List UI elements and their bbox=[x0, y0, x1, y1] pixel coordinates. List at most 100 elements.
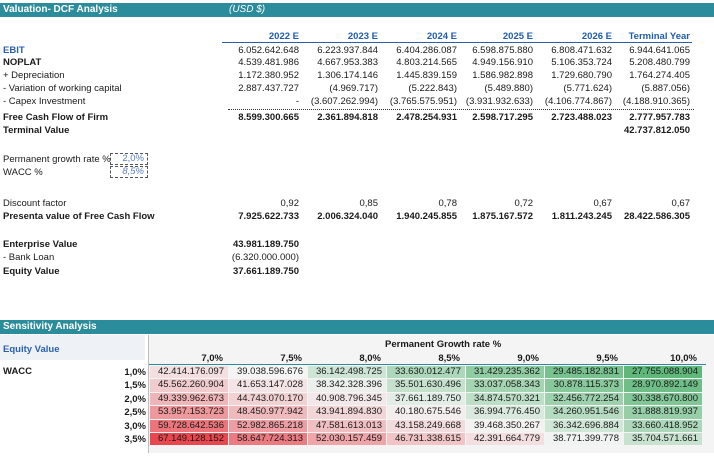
wacc-rate-label: 1,5% bbox=[124, 380, 146, 392]
wacc-rate-label: 3,5% bbox=[124, 434, 146, 445]
row-value: 2.777.957.783 bbox=[629, 112, 690, 123]
row-label: NOPLAT bbox=[3, 57, 42, 68]
row-value: (5.771.624) bbox=[563, 83, 612, 94]
sensitivity-cell: 39.038.596.676 bbox=[229, 366, 307, 379]
row-value: 1.729.680.790 bbox=[551, 70, 612, 81]
sensitivity-cell: 28.970.892.149 bbox=[624, 379, 702, 392]
discount-value: 0,72 bbox=[514, 198, 534, 209]
row-value: 1.586.982.898 bbox=[472, 70, 533, 81]
sensitivity-cell: 30.878.115.373 bbox=[545, 379, 623, 392]
sensitivity-corner-label: Equity Value bbox=[3, 344, 60, 355]
sensitivity-cell: 30.338.670.800 bbox=[624, 392, 702, 406]
sensitivity-cell: 58.647.724.313 bbox=[229, 433, 307, 446]
sensitivity-cell: 36.994.776.450 bbox=[466, 406, 544, 419]
sensitivity-cell: 52.982.865.218 bbox=[229, 419, 307, 432]
equity-value: 37.661.189.750 bbox=[232, 266, 299, 277]
sensitivity-corner-bg bbox=[0, 335, 145, 360]
discount-value: 0,92 bbox=[280, 198, 300, 209]
row-value: 5.208.480.799 bbox=[629, 57, 690, 68]
sensitivity-cell: 35.704.571.661 bbox=[624, 433, 702, 446]
sensitivity-title-bar: Sensitivity Analysis bbox=[0, 320, 714, 334]
row-value: 2.478.254.931 bbox=[396, 112, 457, 123]
growth-rate-header: 10,0% bbox=[670, 353, 697, 364]
row-value: 2.361.894.818 bbox=[317, 112, 378, 123]
wacc-rate-label: 3,0% bbox=[124, 420, 146, 432]
growth-rate-header: 8,0% bbox=[359, 353, 381, 364]
sensitivity-cell: 29.485.182.831 bbox=[545, 366, 623, 379]
wacc-rate-label: 2,5% bbox=[124, 407, 146, 419]
sensitivity-cell: 40.908.796.345 bbox=[308, 392, 386, 406]
year-header: Terminal Year bbox=[628, 31, 690, 42]
subtotal-line bbox=[228, 109, 694, 110]
equity-label: Equity Value bbox=[3, 266, 60, 277]
sensitivity-cell: 33.037.058.343 bbox=[466, 379, 544, 392]
terminal-value: 42.737.812.050 bbox=[623, 125, 690, 136]
loan-label: - Bank Loan bbox=[3, 252, 55, 263]
sensitivity-cell: 31.888.819.937 bbox=[624, 406, 702, 419]
ev-label: Enterprise Value bbox=[3, 239, 78, 250]
sensitivity-cell: 39.468.350.267 bbox=[466, 419, 544, 432]
row-value: 4.803.214.565 bbox=[396, 57, 457, 68]
sensitivity-cell: 53.957.153.723 bbox=[150, 406, 228, 419]
pv-value: 1.940.245.855 bbox=[396, 211, 457, 222]
sensitivity-cell: 34.260.951.546 bbox=[545, 406, 623, 419]
pv-value: 28.422.586.305 bbox=[623, 211, 690, 222]
pv-label: Presenta value of Free Cash Flow bbox=[3, 211, 155, 222]
row-value: 6.598.875.880 bbox=[472, 45, 533, 56]
year-header: 2022 E bbox=[268, 31, 299, 42]
sensitivity-cell: 41.653.147.028 bbox=[229, 379, 307, 392]
sensitivity-cell: 48.450.977.942 bbox=[229, 406, 307, 419]
row-value: 4.949.156.910 bbox=[472, 57, 533, 68]
row-value: (5.489.880) bbox=[484, 83, 533, 94]
growth-rate-header: 9,5% bbox=[596, 353, 618, 364]
row-label: + Depreciation bbox=[3, 70, 65, 81]
sensitivity-cell: 31.429.235.362 bbox=[466, 366, 544, 379]
year-header: 2025 E bbox=[502, 31, 533, 42]
row-value: 6.052.642.648 bbox=[238, 45, 299, 56]
sensitivity-cell: 37.661.189.750 bbox=[387, 392, 465, 406]
sensitivity-axis-label: Permanent Growth rate % bbox=[385, 339, 502, 350]
sensitivity-cell: 38.771.399.778 bbox=[545, 433, 623, 446]
row-value: 6.944.641.065 bbox=[629, 45, 690, 56]
row-value: 6.223.937.844 bbox=[317, 45, 378, 56]
row-value: - bbox=[295, 96, 299, 107]
sensitivity-cell: 59.728.642.536 bbox=[150, 419, 228, 432]
sensitivity-cell: 46.731.338.615 bbox=[387, 433, 465, 446]
sensitivity-cell: 36.342.696.884 bbox=[545, 419, 623, 432]
sensitivity-cell: 67.149.128.152 bbox=[150, 433, 228, 446]
pv-value: 7.925.622.733 bbox=[238, 211, 299, 222]
row-value: 1.172.380.952 bbox=[238, 70, 299, 81]
row-value: 8.599.300.665 bbox=[238, 112, 299, 123]
sensitivity-cell: 43.941.894.830 bbox=[308, 406, 386, 419]
wacc-axis-label: WACC bbox=[3, 366, 33, 377]
header-underline bbox=[222, 42, 692, 43]
sensitivity-cell: 38.342.328.396 bbox=[308, 379, 386, 392]
wacc-input[interactable]: 8,5% bbox=[110, 166, 148, 178]
sensitivity-cell: 47.581.613.013 bbox=[308, 419, 386, 432]
row-value: 6.808.471.632 bbox=[551, 45, 612, 56]
growth-input[interactable]: 2,0% bbox=[110, 153, 148, 165]
growth-rate-header: 9,0% bbox=[517, 353, 539, 364]
discount-label: Discount factor bbox=[3, 198, 67, 209]
sensitivity-cell: 42.391.664.779 bbox=[466, 433, 544, 446]
loan-value: (6.320.000.000) bbox=[231, 252, 299, 263]
row-value: 2.887.437.727 bbox=[238, 83, 299, 94]
row-label: - Capex Investment bbox=[3, 96, 86, 107]
dcf-title-bar: Valuation- DCF Analysis (USD $) bbox=[0, 3, 714, 17]
row-value: (4.188.910.365) bbox=[622, 96, 690, 107]
sensitivity-cell: 32.456.772.254 bbox=[545, 392, 623, 406]
sensitivity-cell: 52.030.157.459 bbox=[308, 433, 386, 446]
ev-value: 43.981.189.750 bbox=[232, 239, 299, 250]
row-value: (5.887.056) bbox=[641, 83, 690, 94]
row-value: 6.404.286.087 bbox=[396, 45, 457, 56]
row-value: 1.445.839.159 bbox=[396, 70, 457, 81]
wacc-label: WACC % bbox=[3, 167, 43, 178]
terminal-value-label: Terminal Value bbox=[3, 125, 70, 136]
growth-rate-header: 7,5% bbox=[280, 353, 302, 364]
sensitivity-cell: 33.630.012.477 bbox=[387, 366, 465, 379]
sensitivity-cell: 36.142.498.725 bbox=[308, 366, 386, 379]
pv-value: 2.006.324.040 bbox=[317, 211, 378, 222]
sensitivity-cell: 44.743.070.170 bbox=[229, 392, 307, 406]
year-header: 2026 E bbox=[581, 31, 612, 42]
row-value: (3.607.262.994) bbox=[310, 96, 378, 107]
